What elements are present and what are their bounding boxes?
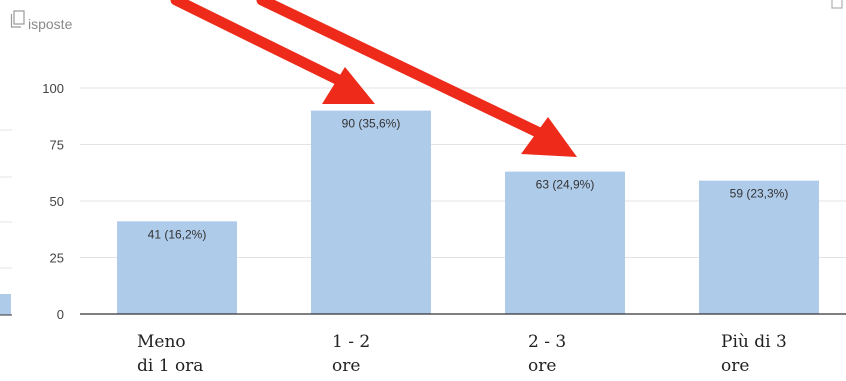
y-tick-label: 75	[50, 138, 64, 153]
chart-header: isposte	[10, 8, 210, 38]
y-tick-label: 50	[50, 194, 64, 209]
corner-icon[interactable]	[827, 0, 846, 12]
y-tick-label: 100	[42, 81, 64, 96]
y-tick-label: 25	[50, 251, 64, 266]
left-chart-fragment	[0, 129, 12, 316]
bar-value-label: 41 (16,2%)	[148, 227, 207, 241]
annotation-arrows	[170, 0, 577, 157]
x-category-label: Meno di 1 ora	[137, 332, 204, 376]
y-tick-label: 0	[57, 307, 64, 322]
responses-title: isposte	[28, 16, 73, 32]
bar-value-label: 59 (23,3%)	[730, 187, 789, 201]
copy-icon[interactable]	[10, 10, 26, 28]
red-arrow-2	[256, 0, 577, 157]
bar-value-label: 63 (24,9%)	[536, 178, 595, 192]
bar[interactable]	[311, 110, 431, 314]
x-category-label: 1 - 2 ore	[332, 332, 371, 376]
bar[interactable]	[117, 221, 237, 314]
bar[interactable]	[505, 171, 625, 314]
red-arrow-1	[170, 0, 375, 104]
bar[interactable]	[699, 180, 819, 314]
x-category-label: 2 - 3 ore	[528, 332, 567, 376]
x-category-label: Più di 3 ore	[721, 332, 787, 376]
bar-value-label: 90 (35,6%)	[342, 117, 401, 131]
